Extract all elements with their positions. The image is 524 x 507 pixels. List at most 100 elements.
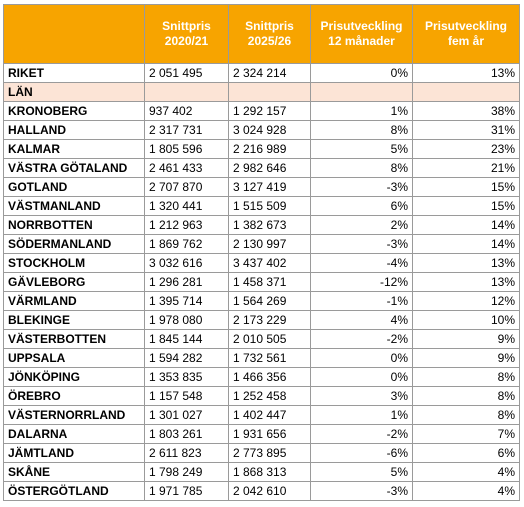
- header-cell: Prisutveckling fem år: [412, 4, 520, 64]
- table-row: GÄVLEBORG 1 296 281 1 458 371 -12% 13%: [3, 272, 520, 292]
- header-cell: Snittpris 2025/26: [228, 4, 311, 64]
- table-cell: 9%: [412, 329, 520, 349]
- table-cell: 0%: [310, 367, 413, 387]
- table-cell: HALLAND: [3, 120, 145, 140]
- header-row: Snittpris 2020/21 Snittpris 2025/26 Prisutve…: [3, 4, 520, 64]
- table-cell: 13%: [412, 63, 520, 83]
- table-cell: 1%: [310, 101, 413, 121]
- table-cell: 2 461 433: [144, 158, 229, 178]
- table-cell: VÄRMLAND: [3, 291, 145, 311]
- table-cell: -3%: [310, 234, 413, 254]
- table-cell: GOTLAND: [3, 177, 145, 197]
- table-cell: 1 212 963: [144, 215, 229, 235]
- table-cell: 2 130 997: [228, 234, 311, 254]
- table-cell: 2 982 646: [228, 158, 311, 178]
- table-cell: 8%: [310, 120, 413, 140]
- table-row: VÄSTERBOTTEN 1 845 144 2 010 505 -2% 9%: [3, 329, 520, 349]
- table-cell: 2 611 823: [144, 443, 229, 463]
- table-cell: 1 301 027: [144, 405, 229, 425]
- table-cell: 6%: [310, 196, 413, 216]
- table-row: BLEKINGE 1 978 080 2 173 229 4% 10%: [3, 310, 520, 330]
- table-cell: 7%: [412, 424, 520, 444]
- table-cell: 5%: [310, 462, 413, 482]
- table-cell: 0%: [310, 348, 413, 368]
- header-line: 2025/26: [247, 34, 292, 48]
- table-row: KALMAR 1 805 596 2 216 989 5% 23%: [3, 139, 520, 159]
- table-cell: -4%: [310, 253, 413, 273]
- header-line: Snittpris: [162, 19, 211, 33]
- table-cell: 2 707 870: [144, 177, 229, 197]
- table-cell: DALARNA: [3, 424, 145, 444]
- table-cell: 1 515 509: [228, 196, 311, 216]
- table-wrap: Snittpris 2020/21 Snittpris 2025/26 Prisutve…: [3, 4, 520, 501]
- table-cell: KRONOBERG: [3, 101, 145, 121]
- table-cell: 10%: [412, 310, 520, 330]
- table-row: ÖSTERGÖTLAND 1 971 785 2 042 610 -3% 4%: [3, 481, 520, 501]
- table-row: VÄSTERNORRLAND 1 301 027 1 402 447 1% 8%: [3, 405, 520, 425]
- table-row: RIKET 2 051 495 2 324 214 0% 13%: [3, 63, 520, 83]
- table-cell: 1 868 313: [228, 462, 311, 482]
- table-cell: 2%: [310, 215, 413, 235]
- table-cell: 1 252 458: [228, 386, 311, 406]
- table-cell: 3%: [310, 386, 413, 406]
- section-label: LÄN: [3, 82, 145, 102]
- table-cell: 8%: [412, 386, 520, 406]
- table-cell: 1 402 447: [228, 405, 311, 425]
- table-cell: 1 845 144: [144, 329, 229, 349]
- table-cell: 21%: [412, 158, 520, 178]
- table-cell: 5%: [310, 139, 413, 159]
- table-cell: VÄSTERBOTTEN: [3, 329, 145, 349]
- table-cell: ÖSTERGÖTLAND: [3, 481, 145, 501]
- table-cell: -12%: [310, 272, 413, 292]
- table-row: SKÅNE 1 798 249 1 868 313 5% 4%: [3, 462, 520, 482]
- header-line: fem år: [447, 34, 485, 48]
- table-cell: VÄSTMANLAND: [3, 196, 145, 216]
- table-cell: 15%: [412, 177, 520, 197]
- table-cell: -3%: [310, 177, 413, 197]
- table-cell: 2 773 895: [228, 443, 311, 463]
- table-row: DALARNA 1 803 261 1 931 656 -2% 7%: [3, 424, 520, 444]
- table-cell: RIKET: [3, 63, 145, 83]
- table-cell: 23%: [412, 139, 520, 159]
- table-cell: 2 010 505: [228, 329, 311, 349]
- table-row: UPPSALA 1 594 282 1 732 561 0% 9%: [3, 348, 520, 368]
- table-cell: 38%: [412, 101, 520, 121]
- table-cell: 4%: [412, 481, 520, 501]
- table-cell: JÖNKÖPING: [3, 367, 145, 387]
- table-cell: SKÅNE: [3, 462, 145, 482]
- table-cell: 1 931 656: [228, 424, 311, 444]
- table-cell: 13%: [412, 272, 520, 292]
- section-row: LÄN: [3, 82, 520, 102]
- table-cell: 3 127 419: [228, 177, 311, 197]
- table-cell: 2 216 989: [228, 139, 311, 159]
- table-cell: 8%: [412, 405, 520, 425]
- table-cell: UPPSALA: [3, 348, 145, 368]
- table-cell: -2%: [310, 424, 413, 444]
- table-cell: 1 395 714: [144, 291, 229, 311]
- table-cell: -6%: [310, 443, 413, 463]
- table-cell: STOCKHOLM: [3, 253, 145, 273]
- table-cell: 2 051 495: [144, 63, 229, 83]
- table-row: VÄSTRA GÖTALAND 2 461 433 2 982 646 8% 21%: [3, 158, 520, 178]
- table-row: KRONOBERG 937 402 1 292 157 1% 38%: [3, 101, 520, 121]
- table-cell: VÄSTERNORRLAND: [3, 405, 145, 425]
- table-head: Snittpris 2020/21 Snittpris 2025/26 Prisutve…: [3, 4, 520, 64]
- table-cell: 6%: [412, 443, 520, 463]
- header-line: 12 månader: [328, 34, 395, 48]
- table-cell: 1 594 282: [144, 348, 229, 368]
- table-row: VÄRMLAND 1 395 714 1 564 269 -1% 12%: [3, 291, 520, 311]
- table-cell: VÄSTRA GÖTALAND: [3, 158, 145, 178]
- table-row: NORRBOTTEN 1 212 963 1 382 673 2% 14%: [3, 215, 520, 235]
- table-cell: 2 317 731: [144, 120, 229, 140]
- header-cell: Snittpris 2020/21: [144, 4, 229, 64]
- table-cell: -1%: [310, 291, 413, 311]
- table-cell: 937 402: [144, 101, 229, 121]
- table-cell: 31%: [412, 120, 520, 140]
- header-line: 2020/21: [164, 34, 209, 48]
- header-cell: [3, 4, 145, 64]
- header-cell: Prisutveckling 12 månader: [310, 4, 413, 64]
- table-cell: SÖDERMANLAND: [3, 234, 145, 254]
- table-cell: 1 320 441: [144, 196, 229, 216]
- table-cell: 1 798 249: [144, 462, 229, 482]
- section-cell: [310, 82, 413, 102]
